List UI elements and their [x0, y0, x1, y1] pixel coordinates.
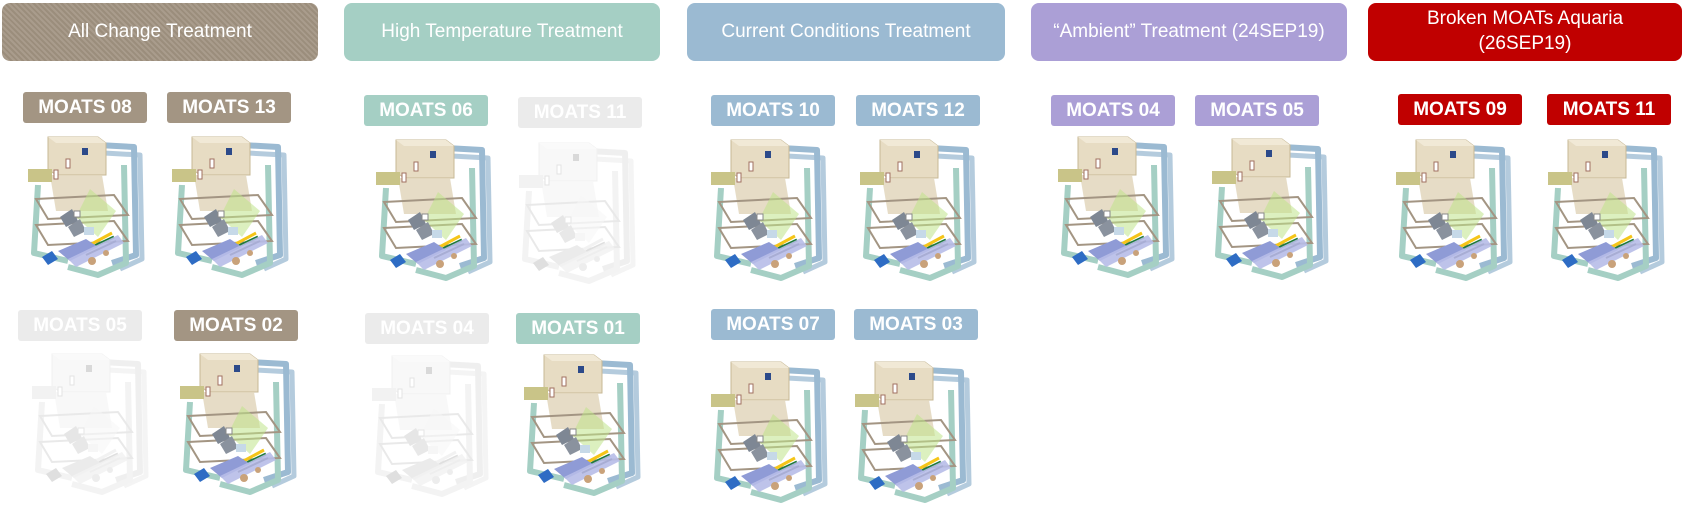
moats-label: MOATS 05: [1195, 95, 1319, 126]
moats-aquarium-icon: [1548, 138, 1666, 286]
treatment-header-current-conditions: Current Conditions Treatment: [687, 3, 1005, 61]
moats-aquarium-icon: [28, 135, 146, 283]
moats-label: MOATS 11: [1547, 94, 1671, 125]
moats-aquarium-icon: [1396, 138, 1514, 286]
moats-label: MOATS 04: [365, 313, 489, 344]
moats-aquarium-icon: [524, 353, 642, 501]
moats-label: MOATS 01: [516, 313, 640, 344]
moats-label: MOATS 05: [18, 310, 142, 341]
moats-aquarium-icon: [711, 138, 829, 286]
moats-label: MOATS 10: [711, 95, 835, 126]
moats-label: MOATS 13: [167, 92, 291, 123]
moats-label: MOATS 03: [854, 309, 978, 340]
moats-label: MOATS 06: [364, 95, 488, 126]
treatment-header-all-change: All Change Treatment: [2, 3, 318, 61]
treatment-header-broken: Broken MOATs Aquaria (26SEP19): [1368, 3, 1682, 61]
moats-label: MOATS 02: [174, 310, 298, 341]
moats-label: MOATS 08: [23, 92, 147, 123]
moats-aquarium-icon: [860, 138, 978, 286]
treatment-header-high-temperature: High Temperature Treatment: [344, 3, 660, 61]
moats-label: MOATS 12: [856, 95, 980, 126]
moats-label: MOATS 11: [518, 97, 642, 128]
moats-aquarium-icon: [711, 360, 829, 508]
treatment-header-ambient: “Ambient” Treatment (24SEP19): [1031, 3, 1347, 61]
moats-aquarium-icon: [372, 354, 490, 502]
moats-label: MOATS 04: [1051, 95, 1175, 126]
moats-aquarium-icon: [172, 135, 290, 283]
moats-aquarium-icon: [1058, 135, 1176, 283]
moats-aquarium-icon: [32, 352, 150, 500]
moats-aquarium-icon: [855, 360, 973, 508]
moats-label: MOATS 07: [711, 309, 835, 340]
moats-aquarium-icon: [376, 138, 494, 286]
moats-aquarium-icon: [180, 352, 298, 500]
moats-label: MOATS 09: [1398, 94, 1522, 125]
moats-aquarium-icon: [1212, 137, 1330, 285]
moats-aquarium-icon: [519, 141, 637, 289]
